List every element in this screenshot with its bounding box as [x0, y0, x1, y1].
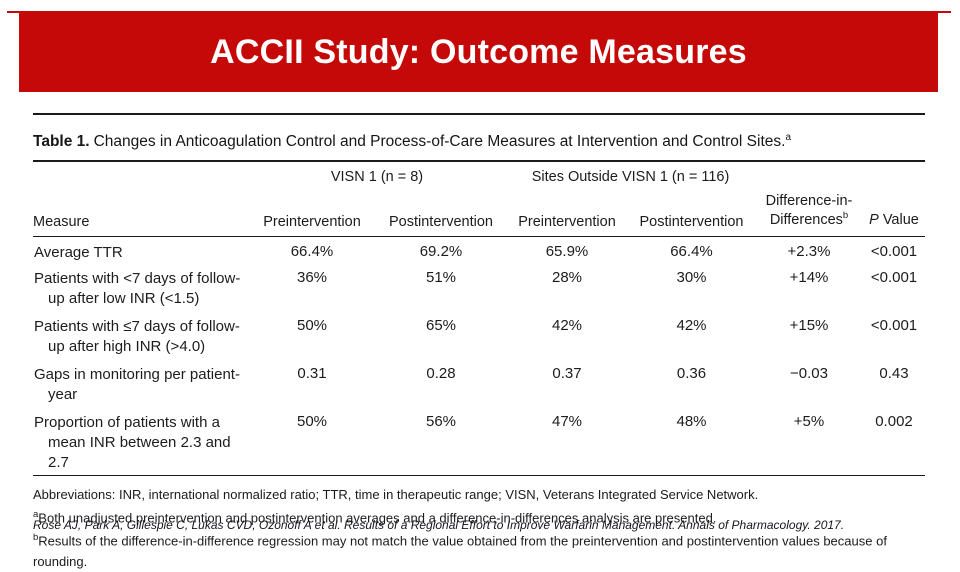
- value-cell: +15%: [789, 317, 829, 335]
- value-cell: 0.37: [552, 365, 582, 383]
- footnote-abbreviations: Abbreviations: INR, international normal…: [33, 487, 759, 503]
- measure-cell: Gaps in monitoring per patient-year: [34, 366, 240, 404]
- footnote-b: bResults of the difference-in-difference…: [33, 532, 887, 569]
- table-caption-text: Changes in Anticoagulation Control and P…: [93, 133, 786, 151]
- value-cell: −0.03: [790, 365, 828, 383]
- value-cell: 42%: [551, 317, 583, 335]
- value-cell: +5%: [793, 413, 825, 431]
- value-cell: 50%: [296, 413, 328, 431]
- value-cell: +14%: [789, 269, 829, 287]
- value-cell: 50%: [296, 317, 328, 335]
- value-cell: 0.31: [297, 365, 327, 383]
- column-header-measure: Measure: [33, 161, 248, 238]
- table-body: Average TTR 66.4% 69.2% 65.9% 66.4% +2.3% <0.0…: [33, 237, 925, 476]
- value-cell: 36%: [296, 269, 328, 287]
- value-cell: 48%: [676, 413, 707, 431]
- difference-footnote-marker: b: [842, 210, 849, 222]
- column-header-postintervention-outside: Postintervention: [628, 199, 755, 238]
- group-header-row: Measure VISN 1 (n = 8) Sites Outside VIS…: [33, 161, 925, 238]
- measure-cell: Patients with ≤7 days of follow-up after…: [34, 318, 240, 356]
- measure-cell: Proportion of patients with a mean INR be…: [34, 414, 231, 472]
- table-row: Gaps in monitoring per patient-year 0.31 0…: [33, 359, 925, 407]
- value-cell: 65.9%: [545, 243, 589, 261]
- source-citation: Rose AJ, Park A, Gillespie C, Lukas CVD,…: [33, 518, 845, 532]
- value-cell: +2.3%: [787, 243, 831, 261]
- measure-cell: Patients with <7 days of follow-up after…: [34, 270, 241, 308]
- table-caption: Table 1. Changes in Anticoagulation Contr…: [33, 132, 925, 151]
- value-cell: <0.001: [870, 243, 918, 261]
- slide-title: ACCII Study: Outcome Measures: [210, 33, 747, 71]
- footnote-a: aBoth unadjusted preintervention and pos…: [33, 509, 717, 526]
- footnote-b-marker: b: [33, 532, 39, 544]
- column-header-p-value: P Value: [863, 161, 925, 238]
- table-figure: Table 1. Changes in Anticoagulation Contr…: [33, 113, 925, 572]
- table-row: Proportion of patients with a mean INR be…: [33, 407, 925, 476]
- value-cell: <0.001: [870, 269, 918, 287]
- group-header-outside-visn1: Sites Outside VISN 1 (n = 116): [531, 169, 730, 186]
- measure-cell: Average TTR: [34, 244, 123, 262]
- column-header-preintervention-outside: Preintervention: [506, 199, 628, 238]
- footnote-a-marker: a: [33, 509, 39, 521]
- value-cell: 0.36: [676, 365, 707, 383]
- value-cell: 0.28: [426, 365, 456, 383]
- table-row: Average TTR 66.4% 69.2% 65.9% 66.4% +2.3% <0.0…: [33, 237, 925, 264]
- table-caption-label: Table 1.: [33, 133, 90, 151]
- table-top-divider: [33, 113, 925, 115]
- column-header-row: Preintervention Postintervention Preinte…: [33, 199, 925, 238]
- value-cell: <0.001: [870, 317, 918, 335]
- header-accent-rule: [7, 11, 951, 13]
- value-cell: 0.002: [875, 413, 913, 431]
- table-row: Patients with ≤7 days of follow-up after…: [33, 311, 925, 359]
- value-cell: 47%: [551, 413, 583, 431]
- slide-title-banner: ACCII Study: Outcome Measures: [19, 13, 938, 92]
- value-cell: 56%: [425, 413, 457, 431]
- value-cell: 0.43: [879, 365, 909, 383]
- value-cell: 51%: [425, 269, 457, 287]
- value-cell: 42%: [676, 317, 707, 335]
- column-header-postintervention-visn1: Postintervention: [376, 199, 506, 238]
- value-cell: 28%: [551, 269, 583, 287]
- value-cell: 66.4%: [290, 243, 334, 261]
- table-caption-footnote-marker: a: [785, 132, 791, 143]
- column-header-preintervention-visn1: Preintervention: [248, 199, 376, 238]
- column-header-difference-in-differences: Difference-in-Differencesb: [755, 161, 863, 238]
- group-header-visn1: VISN 1 (n = 8): [330, 169, 424, 186]
- outcome-measures-table: Measure VISN 1 (n = 8) Sites Outside VIS…: [33, 160, 925, 477]
- table-row: Patients with <7 days of follow-up after…: [33, 263, 925, 311]
- value-cell: 30%: [676, 269, 707, 287]
- value-cell: 65%: [425, 317, 457, 335]
- value-cell: 69.2%: [419, 243, 463, 261]
- value-cell: 66.4%: [670, 243, 713, 261]
